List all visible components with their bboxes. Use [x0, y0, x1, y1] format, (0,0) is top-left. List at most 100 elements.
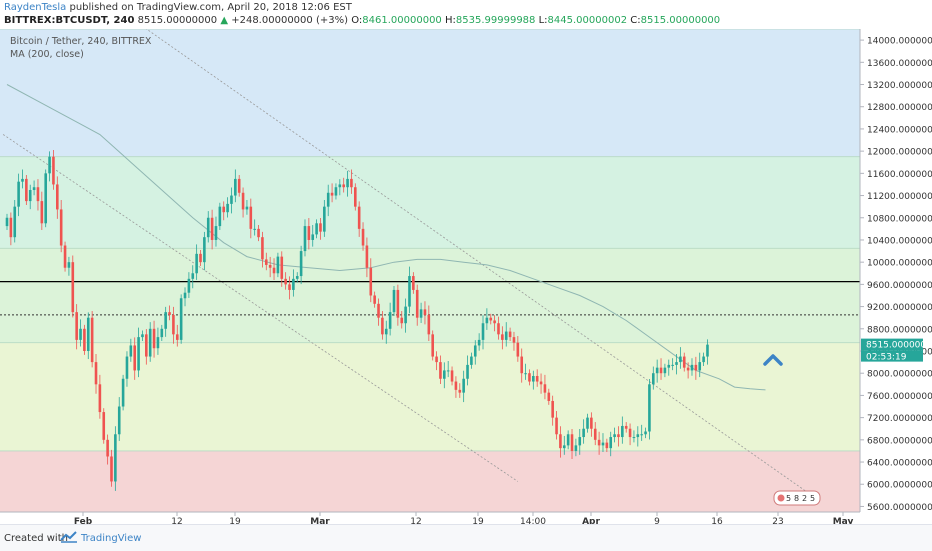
candle-body: [593, 428, 597, 440]
current-price-value: 8515.00000000: [866, 341, 932, 351]
candle-body: [32, 187, 36, 190]
candle-body: [435, 356, 438, 363]
candle-0: [5, 213, 9, 230]
candle-body: [501, 334, 504, 340]
candle-154: [601, 433, 605, 453]
candle-64: [253, 219, 256, 236]
badge-digit-4: 5: [810, 494, 815, 503]
candle-body: [555, 417, 558, 435]
candle-133: [520, 348, 524, 383]
candle-body: [361, 228, 365, 246]
candle-body: [98, 384, 102, 413]
candle-107: [419, 302, 423, 323]
y-tick-label-5: 12000.00000000: [867, 148, 932, 158]
candle-35: [141, 330, 144, 342]
candle-body: [199, 253, 202, 263]
high-value: 8535.99999988: [455, 15, 536, 26]
candle-166: [648, 379, 651, 440]
candle-body: [342, 184, 345, 188]
candle-24: [98, 374, 102, 419]
tradingview-brand[interactable]: TradingView: [81, 533, 142, 544]
candle-body: [694, 364, 698, 371]
candle-146: [570, 429, 574, 459]
candle-body: [384, 328, 388, 335]
candle-180: [702, 352, 705, 366]
ma-200-line: [6, 84, 766, 391]
candle-body: [354, 187, 357, 207]
candle-155: [605, 438, 609, 453]
x-tick-label-11: May: [833, 517, 854, 524]
candle-105: [412, 272, 415, 294]
candle-body: [214, 226, 218, 240]
chart-header: RaydenTesla published on TradingView.com…: [4, 1, 720, 27]
y-tick-label-8: 10800.00000000: [867, 214, 932, 224]
candle-body: [446, 370, 450, 372]
candle-body: [295, 276, 299, 279]
candle-56: [222, 201, 226, 221]
candle-body: [698, 362, 702, 371]
candle-body: [9, 217, 13, 238]
candle-50: [199, 249, 202, 267]
candle-body: [56, 184, 59, 210]
candle-147: [574, 438, 578, 457]
candle-body: [249, 206, 253, 229]
candle-body: [524, 373, 527, 375]
candle-body: [493, 320, 496, 324]
badge-digit-3: 2: [802, 494, 807, 503]
price-chart[interactable]: 14000.00000000 13600.00000000 13200.000000…: [0, 29, 932, 524]
candle-body: [191, 273, 195, 279]
candle-body: [303, 226, 307, 252]
candle-65: [257, 224, 260, 242]
candle-145: [566, 430, 570, 450]
candle-body: [71, 262, 75, 313]
candle-body: [528, 373, 531, 382]
candle-body: [559, 434, 562, 449]
candle-119: [466, 355, 469, 386]
legend-indicator: MA (200, close): [10, 49, 84, 60]
time-axis: Feb 12 19 Mar 12 19 14:00 Apr 9 16 23 May: [74, 512, 854, 524]
candle-55: [218, 202, 222, 230]
candle-59: [234, 169, 237, 203]
candle-body: [28, 190, 32, 202]
zone-4: [0, 450, 860, 512]
author-name[interactable]: RaydenTesla: [4, 2, 67, 13]
candle-body: [458, 389, 462, 393]
calendar-badge[interactable]: 5 8 2 5: [773, 490, 821, 506]
candle-23: [94, 354, 98, 394]
y-tick-label-9: 10400.00000000: [867, 236, 932, 246]
candle-32: [129, 338, 133, 362]
candle-body: [261, 237, 264, 260]
candle-47: [187, 272, 191, 298]
candle-body: [292, 278, 295, 290]
candle-89: [350, 169, 353, 194]
candle-53: [210, 209, 214, 250]
candle-body: [443, 370, 446, 379]
candle-body: [241, 192, 245, 210]
candle-78: [307, 218, 311, 250]
symbol-label: BITTREX:BTCUSDT, 240: [4, 15, 135, 26]
price-axis-bg[interactable]: [860, 29, 932, 512]
candle-165: [644, 427, 647, 439]
candle-128: [501, 326, 504, 350]
candle-body: [431, 334, 434, 357]
candle-129: [504, 322, 508, 347]
candle-177: [690, 358, 694, 376]
candle-172: [671, 358, 674, 371]
candle-168: [655, 359, 659, 383]
candle-62: [245, 199, 249, 215]
candle-body: [686, 367, 690, 371]
footer: Created with TradingView: [0, 524, 932, 551]
candle-118: [462, 370, 465, 403]
candle-body: [129, 345, 133, 357]
y-tick-label-6: 11600.00000000: [867, 170, 932, 180]
high-label: H:: [444, 15, 456, 26]
candle-body: [706, 344, 709, 357]
candle-body: [462, 378, 465, 393]
low-value: 8445.00000002: [547, 15, 628, 26]
candle-82: [323, 199, 326, 237]
candle-88: [346, 170, 349, 197]
y-tick-label-1: 13600.00000000: [867, 59, 932, 69]
tradingview-logo-icon[interactable]: [60, 531, 78, 543]
candle-27: [110, 449, 113, 487]
candle-116: [454, 376, 458, 398]
